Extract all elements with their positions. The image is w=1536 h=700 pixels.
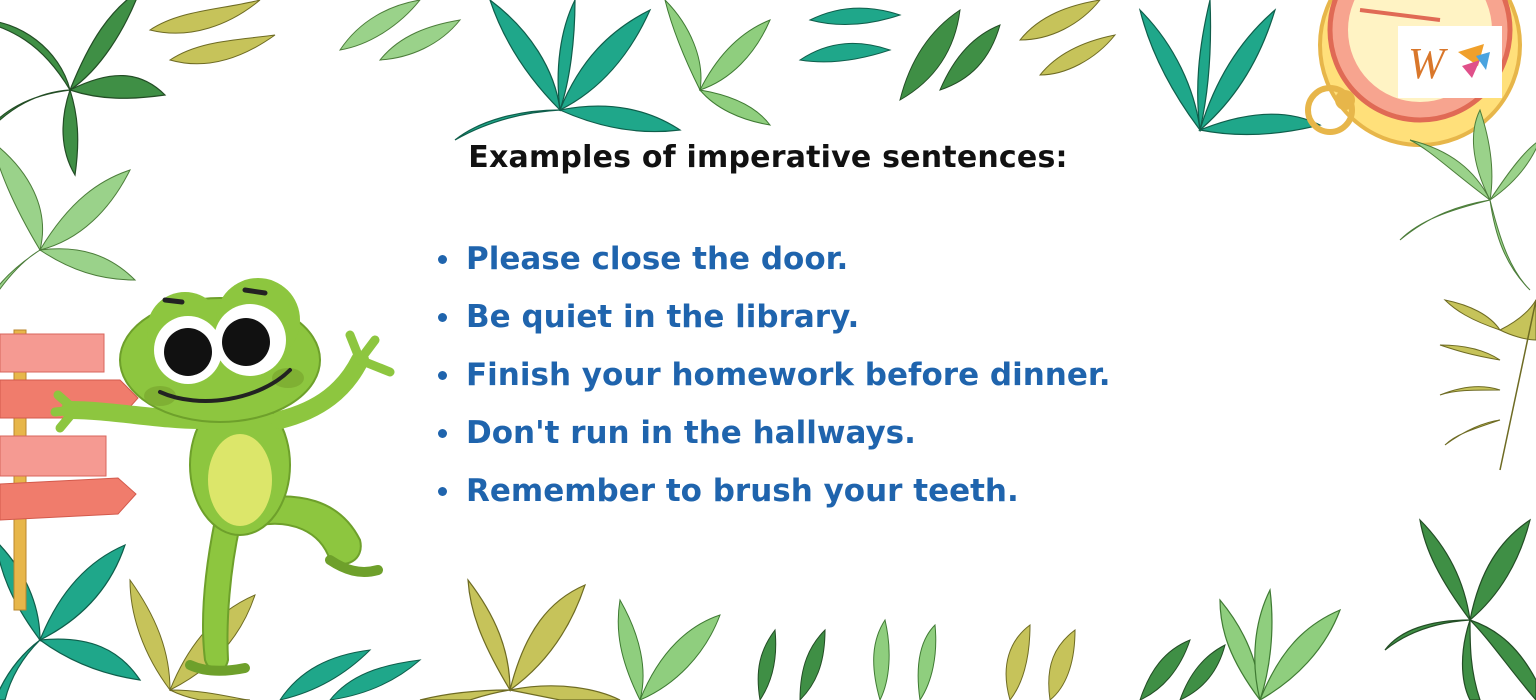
example-text: Remember to brush your teeth. [466,473,1019,509]
bullet-icon [438,487,447,496]
signpost-illustration [0,329,139,611]
svg-text:W: W [1408,39,1448,88]
leaf-cluster-top-center [338,0,1322,141]
leaf-cluster-bottom [0,543,1342,700]
list-item: Don't run in the hallways. [436,410,1111,468]
bullet-icon [438,429,447,438]
logo-w: W [1398,26,1502,98]
example-text: Be quiet in the library. [466,299,860,335]
leaf-cluster-top-left [0,0,276,290]
leaf-cluster-right [1384,108,1536,700]
examples-list: Please close the door. Be quiet in the l… [436,236,1111,526]
logo-w-icon: W [1408,39,1490,88]
example-text: Don't run in the hallways. [466,415,916,451]
frog-illustration [50,278,395,676]
list-item: Remember to brush your teeth. [436,468,1111,526]
list-item: Please close the door. [436,236,1111,294]
bullet-icon [438,371,447,380]
page-title: Examples of imperative sentences: [468,140,1068,175]
bullet-icon [438,313,447,322]
list-item: Finish your homework before dinner. [436,352,1111,410]
list-item: Be quiet in the library. [436,294,1111,352]
bullet-icon [438,255,447,264]
example-text: Finish your homework before dinner. [466,357,1111,393]
example-text: Please close the door. [466,241,849,277]
